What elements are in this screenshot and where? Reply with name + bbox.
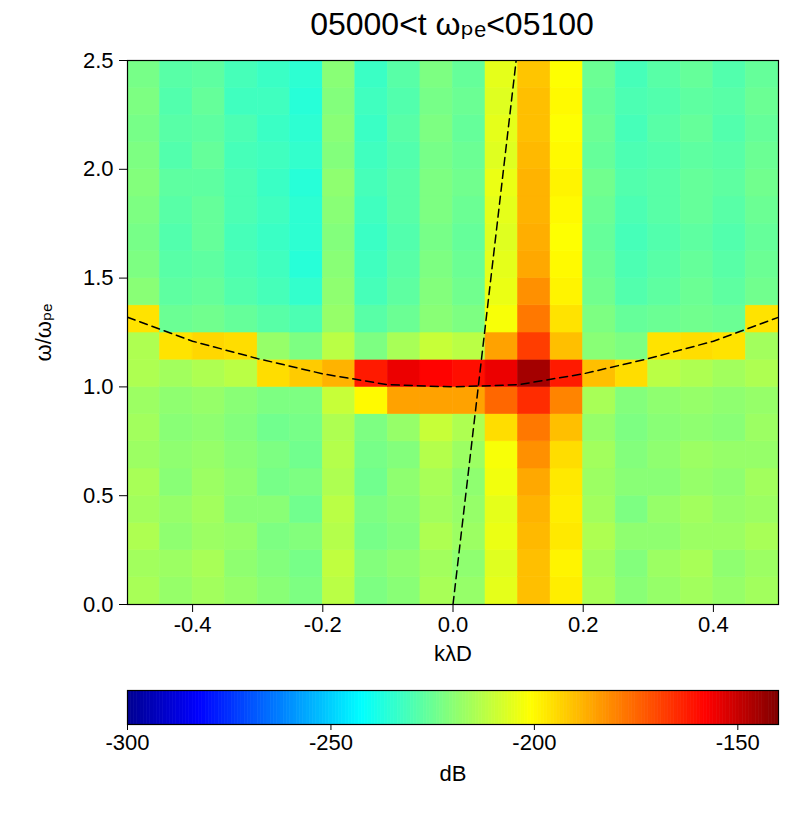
svg-text:kλD: kλD bbox=[434, 641, 472, 666]
svg-text:-250: -250 bbox=[309, 730, 353, 755]
svg-text:0.4: 0.4 bbox=[698, 612, 729, 637]
svg-text:2.0: 2.0 bbox=[83, 156, 114, 181]
svg-text:-0.2: -0.2 bbox=[304, 612, 342, 637]
svg-text:1.0: 1.0 bbox=[83, 374, 114, 399]
html-text:05000<t ωₚₑ<05100: 05000<t ωₚₑ<05100 bbox=[310, 6, 594, 42]
svg-text:1.5: 1.5 bbox=[83, 265, 114, 290]
svg-text:0.0: 0.0 bbox=[83, 592, 114, 617]
svg-text:0.5: 0.5 bbox=[83, 483, 114, 508]
svg-text:0.2: 0.2 bbox=[568, 612, 599, 637]
svg-text:-0.4: -0.4 bbox=[174, 612, 212, 637]
svg-text:0.0: 0.0 bbox=[438, 612, 469, 637]
svg-text:-300: -300 bbox=[105, 730, 149, 755]
svg-text:ω/ωₚₑ: ω/ωₚₑ bbox=[31, 303, 56, 361]
svg-text:2.5: 2.5 bbox=[83, 48, 114, 73]
svg-text:-200: -200 bbox=[512, 730, 556, 755]
svg-text:-150: -150 bbox=[716, 730, 760, 755]
svg-text:dB: dB bbox=[440, 761, 467, 786]
